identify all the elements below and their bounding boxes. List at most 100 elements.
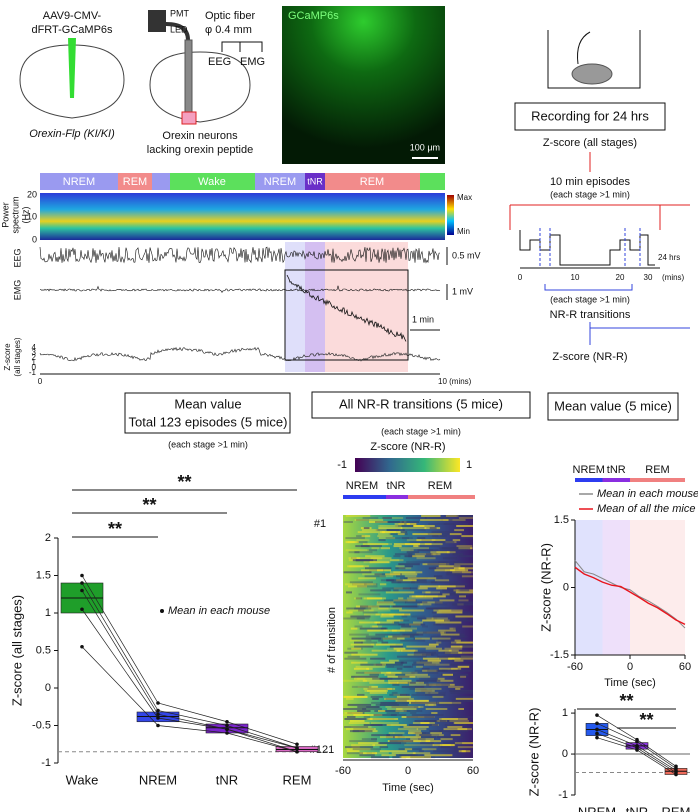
title: Mean value xyxy=(174,396,241,411)
heatmap-cell xyxy=(378,533,391,536)
heatmap-cell xyxy=(454,563,473,566)
heatmap-cell xyxy=(440,738,453,741)
heatmap-cell xyxy=(370,589,391,592)
heatmap-cell xyxy=(346,591,352,594)
heatmap-cell xyxy=(426,683,450,686)
heatmap-cell xyxy=(422,669,438,672)
heatmap-cell xyxy=(443,519,466,521)
spectrogram-colorbar xyxy=(447,195,454,235)
heatmap-cell xyxy=(350,627,358,630)
heatmap-cell xyxy=(445,515,459,517)
heatmap-cell xyxy=(417,617,438,620)
heatmap-cell xyxy=(369,609,391,612)
heatmap-cell xyxy=(384,673,396,676)
heatmap-cell xyxy=(450,643,473,646)
heatmap-cell xyxy=(401,625,411,628)
heatmap-cell xyxy=(452,553,464,556)
heatmap-cell xyxy=(360,569,383,572)
heatmap-cell xyxy=(377,525,398,527)
heatmap-cell xyxy=(461,645,473,648)
mouse-point xyxy=(595,721,599,726)
heatmap-cell xyxy=(437,639,467,642)
heatmap-cell xyxy=(347,703,372,706)
heatmap-cell xyxy=(441,669,472,672)
mouse-point xyxy=(225,727,229,732)
mouse-point xyxy=(295,742,299,747)
heatmap-cell xyxy=(431,531,458,534)
emg-label: EMG xyxy=(12,280,22,301)
heatmap-cell xyxy=(418,750,424,753)
heatmap-cell xyxy=(393,545,402,548)
zoom-scale: 1 min xyxy=(412,314,434,324)
heatmap-cell xyxy=(453,722,473,724)
stages: tNR xyxy=(387,480,406,492)
heatmap-cell xyxy=(389,645,404,648)
heatmap-cell xyxy=(345,697,354,700)
virus: AAV9-CMV- xyxy=(43,10,102,22)
heatmap-cell xyxy=(427,659,441,662)
heatmap-cell xyxy=(382,587,411,590)
heatmap-cell xyxy=(354,607,372,610)
heatmap-cell xyxy=(350,730,365,733)
x-tick-label: 60 xyxy=(679,661,691,673)
heatmap-cell xyxy=(393,732,405,735)
y-tick-label: -0.5 xyxy=(32,719,51,731)
y-tick-label: 0 xyxy=(45,682,51,694)
heatmap-cell xyxy=(379,750,408,753)
heatmap-cell xyxy=(424,720,446,722)
heatmap-cell xyxy=(357,531,385,534)
heatmap-cell xyxy=(400,742,407,745)
heatmap-cell xyxy=(357,706,380,708)
heatmap-cell xyxy=(454,639,461,642)
heatmap-cell xyxy=(416,665,423,668)
heatmap-cell xyxy=(361,535,371,538)
heatmap-cell xyxy=(367,689,388,692)
heatmap-cell xyxy=(408,724,438,726)
heatmap-cell xyxy=(419,585,441,588)
heatmap-cell xyxy=(458,750,466,753)
heatmap-cell xyxy=(446,573,471,576)
heatmap-cell xyxy=(436,641,442,644)
heatmap-cell xyxy=(438,657,461,660)
heatmap-cell xyxy=(432,695,444,698)
heatmap-cell xyxy=(406,539,436,542)
heatmap-cell xyxy=(361,641,377,644)
heatmap-cell xyxy=(394,736,421,739)
heatmap-cell xyxy=(349,633,369,636)
heatmap-cell xyxy=(450,691,473,694)
heatmap-cell xyxy=(403,740,431,743)
heatmap-cell xyxy=(444,724,467,726)
heatmap-cell xyxy=(449,627,456,630)
x-ticks: 60 xyxy=(467,765,479,777)
heatmap-cell xyxy=(404,748,413,751)
heatmap-cell xyxy=(396,649,416,652)
heatmap-cell xyxy=(417,587,428,590)
heatmap-cell xyxy=(381,613,411,616)
heatmap-cell xyxy=(396,708,417,710)
heatmap-cell xyxy=(439,547,457,550)
heatmap-cell xyxy=(409,541,437,544)
heatmap-cell xyxy=(458,633,465,636)
heatmap-cell xyxy=(438,561,459,564)
heatmap-cell xyxy=(364,583,378,586)
heatmap-cell xyxy=(442,744,451,747)
heatmap-cell xyxy=(343,708,367,710)
heatmap-cell xyxy=(378,539,386,542)
heatmap-cell xyxy=(428,691,446,694)
heatmap-cell xyxy=(454,722,473,724)
heatmap-cell xyxy=(424,543,443,546)
heatmap-cell xyxy=(455,683,464,686)
heatmap-cell xyxy=(354,677,381,680)
heatmap-cell xyxy=(386,712,400,714)
heatmap-cell xyxy=(418,585,441,588)
heatmap-cell xyxy=(359,627,387,630)
mouse-point xyxy=(595,735,599,740)
heatmap-cell xyxy=(379,746,389,749)
mouse-point xyxy=(595,713,599,717)
heatmap-cell xyxy=(385,706,414,708)
heatmap-cell xyxy=(447,551,456,554)
stage-segment xyxy=(420,173,445,190)
heatmap-cell xyxy=(365,635,385,638)
heatmap-cell xyxy=(406,699,429,702)
heatmap-cell xyxy=(462,571,473,574)
